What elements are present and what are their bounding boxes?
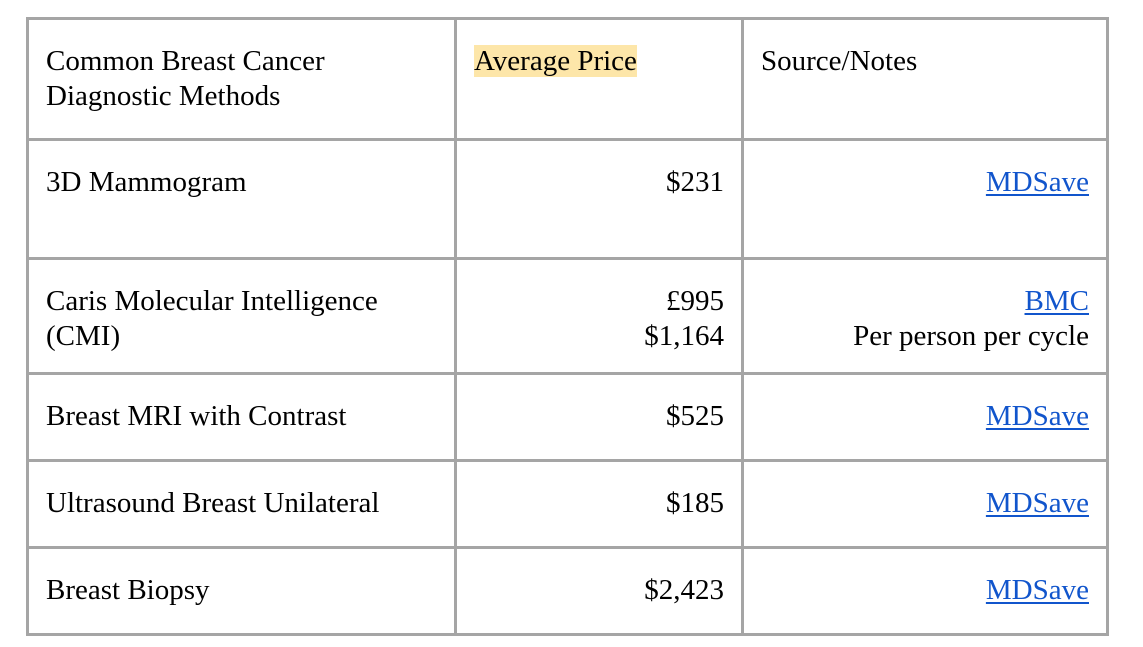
source-cell: MDSave [741,546,1109,636]
price-value-gbp: £995 [666,285,724,317]
price-value: $231 [666,166,724,198]
table-header-row: Common Breast Cancer Diagnostic Methods … [26,17,1109,141]
source-link-bmc[interactable]: BMC [1024,285,1089,317]
price-table: Common Breast Cancer Diagnostic Methods … [26,17,1109,636]
header-source-label: Source/Notes [761,45,918,77]
table-row: Caris Molecular Intelligence (CMI) £995 … [26,257,1109,375]
header-price-label: Average Price [474,45,637,77]
table-row: Breast Biopsy $2,423 MDSave [26,546,1109,636]
method-cell: Breast MRI with Contrast [26,372,457,462]
price-value-usd: $1,164 [644,320,724,352]
price-cell: $525 [454,372,744,462]
method-cell: Breast Biopsy [26,546,457,636]
header-method-label: Common Breast Cancer Diagnostic Methods [46,45,325,112]
header-method: Common Breast Cancer Diagnostic Methods [26,17,457,141]
price-value: $525 [666,400,724,432]
price-cell: $185 [454,459,744,549]
table-row: Ultrasound Breast Unilateral $185 MDSave [26,459,1109,549]
table-row: Breast MRI with Contrast $525 MDSave [26,372,1109,462]
source-cell: MDSave [741,459,1109,549]
method-cell: 3D Mammogram [26,138,457,260]
price-cell: £995 $1,164 [454,257,744,375]
price-value: $2,423 [644,574,724,606]
source-link-mdsave[interactable]: MDSave [985,574,1089,606]
source-link-mdsave[interactable]: MDSave [985,400,1089,432]
price-cell: $231 [454,138,744,260]
method-cell: Caris Molecular Intelligence (CMI) [26,257,457,375]
source-link-mdsave[interactable]: MDSave [985,487,1089,519]
header-price: Average Price [454,17,744,141]
source-link-mdsave[interactable]: MDSave [985,166,1089,198]
method-label: Caris Molecular Intelligence (CMI) [46,285,378,352]
table-row: 3D Mammogram $231 MDSave [26,138,1109,260]
method-label: Ultrasound Breast Unilateral [46,487,380,519]
method-label: Breast Biopsy [46,574,210,606]
price-value: $185 [666,487,724,519]
source-cell: MDSave [741,138,1109,260]
source-cell: MDSave [741,372,1109,462]
price-cell: $2,423 [454,546,744,636]
method-label: 3D Mammogram [46,166,247,198]
source-note: Per person per cycle [853,320,1089,352]
header-source: Source/Notes [741,17,1109,141]
method-label: Breast MRI with Contrast [46,400,347,432]
source-cell: BMC Per person per cycle [741,257,1109,375]
method-cell: Ultrasound Breast Unilateral [26,459,457,549]
